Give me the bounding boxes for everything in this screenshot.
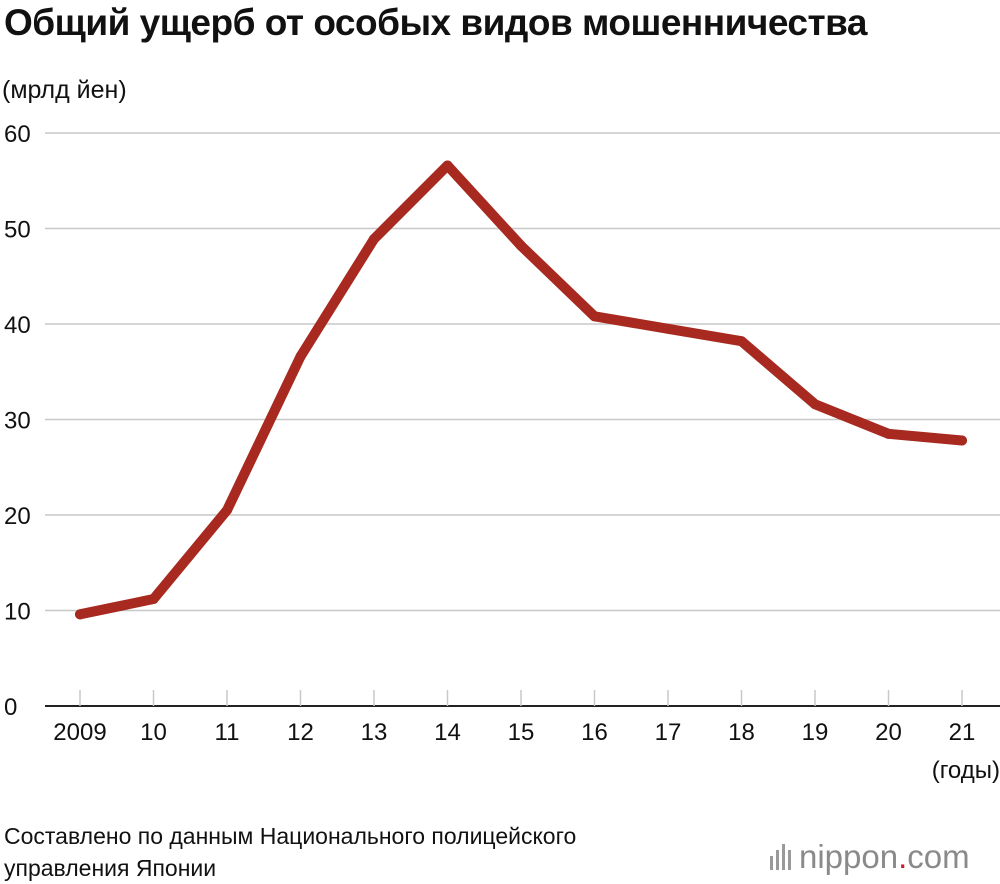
source-line-1: Составлено по данным Национального полиц… [4,823,577,849]
x-tick-label: 12 [287,719,314,746]
data-point [148,594,159,605]
nippon-logo: nippon. com [770,838,970,876]
chart-title: Общий ущерб от особых видов мошенничеств… [4,2,867,43]
x-tick-labels: 2009 10 11 12 13 14 15 16 17 18 19 20 21 [53,719,975,746]
data-point [589,311,600,322]
x-tick-label: 19 [802,719,829,746]
y-tick-labels: 0 10 20 30 40 50 60 [4,121,31,721]
data-point [369,234,379,245]
data-point [957,435,967,446]
logo-name: nippon [799,838,899,875]
x-tick-label: 11 [215,719,240,746]
logo-bars-icon [770,844,791,870]
y-tick-label: 0 [4,694,17,721]
x-tick-label: 21 [949,719,976,746]
data-point [442,160,453,171]
x-tick-label: 10 [140,719,167,746]
y-tick-label: 10 [4,599,31,626]
data-point [810,399,820,410]
y-tick-label: 40 [4,312,31,339]
source-line-2: управления Японии [4,855,217,881]
data-point [883,428,894,439]
x-tick-label: 17 [655,719,682,746]
x-tick-label: 14 [434,719,461,746]
source-note: Составлено по данным Национального полиц… [4,820,576,884]
logo-tld: com [907,838,970,875]
y-tick-label: 30 [4,408,31,435]
series-layer [75,160,967,620]
data-point [75,609,85,620]
data-point [516,240,526,251]
y-axis-unit-label: (мрлд йен) [2,76,127,104]
data-point [736,336,747,347]
x-tick-label: 13 [361,719,388,746]
data-point [663,323,673,334]
data-point [222,505,232,516]
grid-lines [45,132,1000,612]
x-tick-label: 2009 [53,719,106,746]
x-tick-label: 20 [875,719,902,746]
x-tick-label: 16 [581,719,608,746]
y-tick-label: 60 [4,121,31,148]
data-point [295,351,306,362]
x-tick-label: 18 [728,719,755,746]
x-axis-unit-label: (годы) [931,757,1000,784]
logo-dot: . [898,838,908,875]
y-tick-label: 20 [4,503,31,530]
x-axis [45,690,1000,707]
y-tick-label: 50 [4,217,31,244]
x-tick-label: 15 [508,719,535,746]
series-line [75,160,967,620]
